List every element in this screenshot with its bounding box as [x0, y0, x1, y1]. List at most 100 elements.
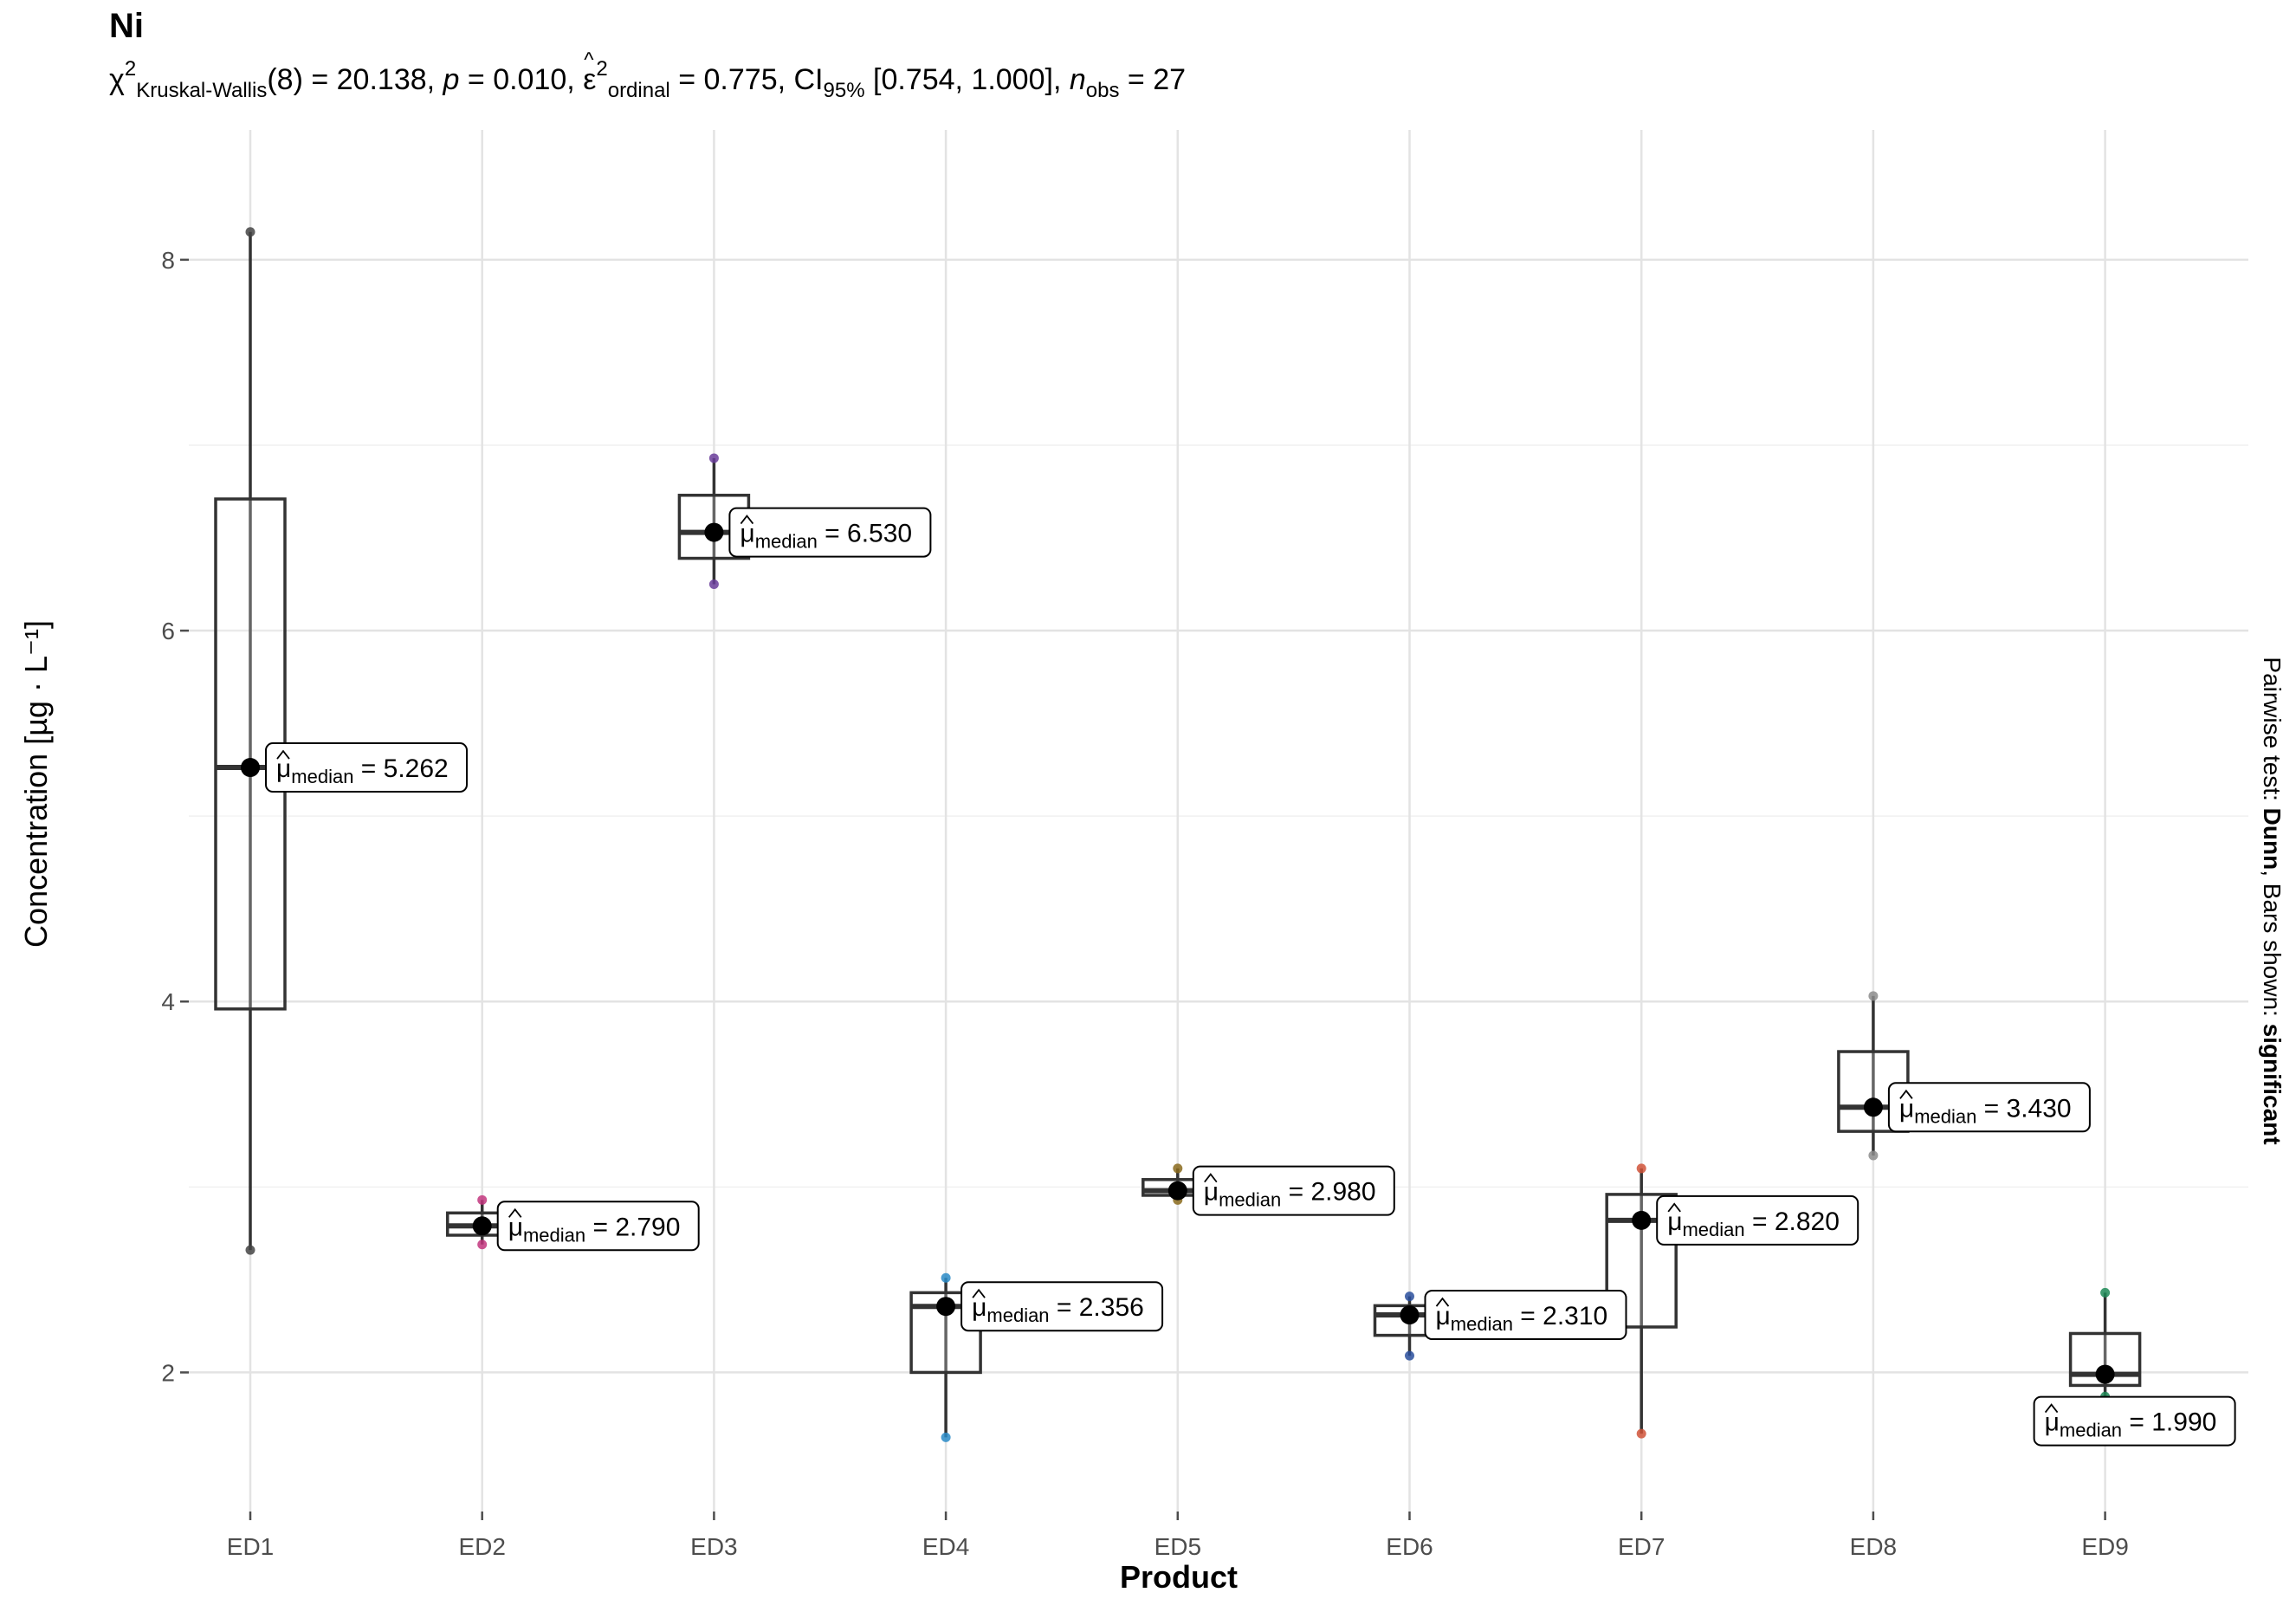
median-label-text: μmedian = 2.820 — [1667, 1207, 1840, 1240]
median-label-text: μmedian = 2.790 — [508, 1213, 681, 1246]
hat-accent — [972, 1288, 986, 1298]
group-ed1 — [214, 227, 287, 1255]
median-label-ed4: μmedian = 2.356 — [960, 1281, 1164, 1332]
median-label-value: = 2.980 — [1281, 1178, 1375, 1207]
side-caption: Pairwise test: Dunn, Bars shown: signifi… — [2259, 657, 2286, 1144]
median-label-text: μmedian = 2.356 — [972, 1293, 1144, 1326]
side-caption-test: Dunn — [2259, 808, 2286, 871]
centrality-point — [936, 1297, 956, 1317]
subtitle-chi-sub: Kruskal-Wallis — [136, 79, 268, 102]
median-label-symbol: μ — [276, 754, 291, 783]
median-label-symbol: μ — [2045, 1408, 2060, 1437]
median-label-ed3: μmedian = 6.530 — [728, 507, 932, 558]
median-label-box — [1424, 1290, 1627, 1341]
median-label-ed2: μmedian = 2.790 — [496, 1201, 700, 1252]
median-label-ed9: μmedian = 1.990 — [2033, 1395, 2236, 1447]
hat-accent — [740, 515, 754, 525]
subtitle-p-value: = 0.010, — [459, 63, 584, 96]
group-ed4 — [909, 1272, 982, 1442]
hat-accent — [1667, 1202, 1681, 1213]
median-label-box — [496, 1201, 700, 1252]
side-caption-middle: , Bars shown: — [2259, 870, 2286, 1023]
median-label-sub: median — [1914, 1105, 1976, 1127]
data-point — [708, 453, 719, 463]
median-label-sub: median — [2060, 1420, 2122, 1441]
centrality-point — [1167, 1181, 1187, 1201]
median-label-sub: median — [291, 766, 353, 787]
median-label-sub: median — [986, 1304, 1049, 1326]
data-point — [941, 1432, 951, 1442]
chart-title: Ni — [109, 7, 144, 45]
median-label-symbol: μ — [1436, 1302, 1451, 1330]
median-label-text: μmedian = 6.530 — [740, 520, 912, 553]
side-caption-prefix: Pairwise test: — [2259, 657, 2286, 807]
x-axis-title: Product — [1120, 1559, 1238, 1595]
x-tick-label: ED7 — [1618, 1533, 1665, 1560]
data-point — [1636, 1163, 1646, 1174]
median-label-text: μmedian = 2.980 — [1204, 1178, 1376, 1211]
y-tick-label: 6 — [161, 618, 175, 644]
subtitle-p-symbol: p — [443, 63, 460, 96]
x-tick-label: ED8 — [1850, 1533, 1897, 1560]
median-label-value: = 2.820 — [1745, 1207, 1840, 1236]
median-label-symbol: μ — [1204, 1178, 1219, 1207]
hat-accent — [1899, 1089, 1913, 1099]
y-tick-label: 2 — [161, 1359, 175, 1386]
y-axis-title: Concentration [µg · L⁻¹] — [18, 620, 54, 948]
subtitle-n-sub: obs — [1085, 79, 1120, 102]
median-label-ed6: μmedian = 2.310 — [1424, 1290, 1627, 1341]
centrality-point — [1400, 1305, 1420, 1325]
side-caption-shown: significant — [2259, 1024, 2286, 1145]
median-label-value: = 2.356 — [1050, 1293, 1144, 1322]
subtitle-chi-sup: 2 — [124, 57, 137, 81]
group-ed6 — [1373, 1292, 1446, 1361]
subtitle-eps-sup: 2 — [596, 57, 608, 81]
chart-subtitle: χ2Kruskal-Wallis(8) = 20.138, p = 0.010,… — [109, 49, 1187, 103]
median-label-box — [1192, 1165, 1395, 1216]
subtitle-n-symbol: n — [1069, 63, 1086, 96]
hat-accent — [508, 1207, 522, 1218]
subtitle-ci-value: [0.754, 1.000], — [864, 63, 1070, 96]
data-point — [477, 1240, 488, 1250]
hat-accent — [276, 749, 290, 760]
median-label-text: μmedian = 1.990 — [2045, 1408, 2217, 1441]
median-label-text: μmedian = 3.430 — [1899, 1094, 2072, 1127]
median-label-box — [1656, 1194, 1859, 1246]
median-label-box — [1887, 1082, 2091, 1133]
median-label-symbol: μ — [1899, 1094, 1914, 1123]
median-label-symbol: μ — [740, 520, 754, 548]
data-point — [1173, 1163, 1183, 1174]
median-label-sub: median — [755, 531, 818, 553]
median-label-value: = 2.310 — [1513, 1302, 1607, 1330]
x-tick-label: ED4 — [922, 1533, 969, 1560]
median-label-ed5: μmedian = 2.980 — [1192, 1165, 1395, 1216]
median-label-symbol: μ — [508, 1213, 523, 1241]
median-label-sub: median — [1682, 1219, 1744, 1240]
median-label-text: μmedian = 2.310 — [1436, 1302, 1608, 1335]
data-point — [708, 579, 719, 590]
subtitle-chi-symbol: χ — [109, 63, 125, 96]
subtitle-stat: (8) = 20.138, — [267, 63, 443, 96]
data-point — [477, 1194, 488, 1205]
y-tick-label: 4 — [161, 988, 175, 1015]
data-point — [1636, 1428, 1646, 1439]
median-label-value: = 3.430 — [1976, 1094, 2071, 1123]
subtitle-ci-sub: 95% — [823, 79, 865, 102]
group-ed8 — [1837, 991, 1910, 1161]
data-point — [2100, 1287, 2111, 1298]
centrality-point — [1632, 1210, 1652, 1230]
grid-layer — [189, 130, 2248, 1512]
group-ed9 — [2068, 1287, 2142, 1402]
subtitle-eps-value: = 0.775, CI — [669, 63, 824, 96]
median-label-box — [2033, 1395, 2236, 1447]
x-tick-label: ED1 — [227, 1533, 274, 1560]
centrality-point — [472, 1216, 492, 1236]
data-point — [1405, 1292, 1414, 1302]
subtitle-eps-symbol: ε — [583, 49, 596, 97]
subtitle-n-value: = 27 — [1119, 63, 1187, 96]
hat-accent — [1435, 1297, 1450, 1307]
data-point — [1868, 1150, 1879, 1161]
median-label-symbol: μ — [972, 1293, 986, 1322]
